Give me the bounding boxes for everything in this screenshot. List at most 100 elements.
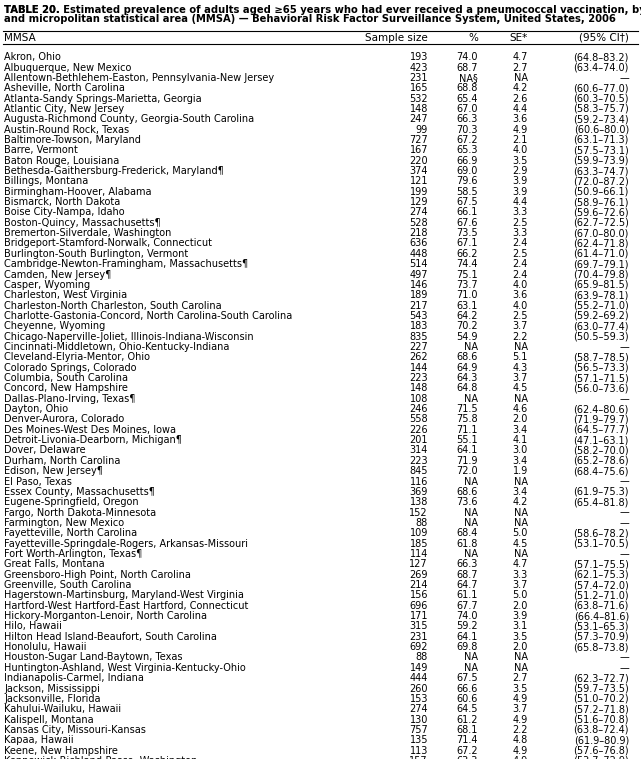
Text: 70.3: 70.3 bbox=[456, 124, 478, 134]
Text: Kansas City, Missouri-Kansas: Kansas City, Missouri-Kansas bbox=[4, 725, 146, 735]
Text: 65.3: 65.3 bbox=[456, 145, 478, 156]
Text: Cambridge-Newton-Framingham, Massachusetts¶: Cambridge-Newton-Framingham, Massachuset… bbox=[4, 259, 248, 269]
Text: (57.2–71.8): (57.2–71.8) bbox=[573, 704, 629, 714]
Text: 3.3: 3.3 bbox=[513, 228, 528, 238]
Text: 3.4: 3.4 bbox=[513, 425, 528, 435]
Text: 167: 167 bbox=[410, 145, 428, 156]
Text: 3.7: 3.7 bbox=[513, 704, 528, 714]
Text: NA: NA bbox=[514, 508, 528, 518]
Text: 3.9: 3.9 bbox=[513, 187, 528, 197]
Text: Jackson, Mississippi: Jackson, Mississippi bbox=[4, 684, 100, 694]
Text: Fayetteville, North Carolina: Fayetteville, North Carolina bbox=[4, 528, 137, 538]
Text: 59.2: 59.2 bbox=[456, 622, 478, 631]
Text: —: — bbox=[619, 342, 629, 352]
Text: Hilton Head Island-Beaufort, South Carolina: Hilton Head Island-Beaufort, South Carol… bbox=[4, 631, 217, 642]
Text: 108: 108 bbox=[410, 394, 428, 404]
Text: 4.9: 4.9 bbox=[513, 714, 528, 725]
Text: (58.3–75.7): (58.3–75.7) bbox=[573, 104, 629, 114]
Text: (57.4–72.0): (57.4–72.0) bbox=[573, 580, 629, 590]
Text: Austin-Round Rock, Texas: Austin-Round Rock, Texas bbox=[4, 124, 129, 134]
Text: 3.7: 3.7 bbox=[513, 373, 528, 383]
Text: 269: 269 bbox=[410, 570, 428, 580]
Text: 231: 231 bbox=[410, 73, 428, 83]
Text: Boston-Quincy, Massachusetts¶: Boston-Quincy, Massachusetts¶ bbox=[4, 218, 161, 228]
Text: (62.3–72.7): (62.3–72.7) bbox=[573, 673, 629, 683]
Text: Huntington-Ashland, West Virginia-Kentucky-Ohio: Huntington-Ashland, West Virginia-Kentuc… bbox=[4, 663, 246, 672]
Text: 2.4: 2.4 bbox=[513, 259, 528, 269]
Text: 3.6: 3.6 bbox=[513, 115, 528, 124]
Text: 88: 88 bbox=[416, 518, 428, 528]
Text: 696: 696 bbox=[410, 600, 428, 611]
Text: 64.2: 64.2 bbox=[456, 311, 478, 321]
Text: 58.5: 58.5 bbox=[456, 187, 478, 197]
Text: 64.7: 64.7 bbox=[456, 580, 478, 590]
Text: 135: 135 bbox=[410, 735, 428, 745]
Text: Honolulu, Hawaii: Honolulu, Hawaii bbox=[4, 642, 87, 652]
Text: 223: 223 bbox=[410, 456, 428, 466]
Text: (70.4–79.8): (70.4–79.8) bbox=[574, 269, 629, 279]
Text: Eugene-Springfield, Oregon: Eugene-Springfield, Oregon bbox=[4, 497, 138, 507]
Text: 2.0: 2.0 bbox=[513, 642, 528, 652]
Text: (53.1–65.3): (53.1–65.3) bbox=[574, 622, 629, 631]
Text: 4.2: 4.2 bbox=[513, 83, 528, 93]
Text: (57.1–75.5): (57.1–75.5) bbox=[573, 559, 629, 569]
Text: Burlington-South Burlington, Vermont: Burlington-South Burlington, Vermont bbox=[4, 249, 188, 259]
Text: 3.5: 3.5 bbox=[513, 156, 528, 165]
Text: Bremerton-Silverdale, Washington: Bremerton-Silverdale, Washington bbox=[4, 228, 171, 238]
Text: —: — bbox=[619, 653, 629, 663]
Text: 727: 727 bbox=[409, 135, 428, 145]
Text: 65.4: 65.4 bbox=[456, 93, 478, 103]
Text: 148: 148 bbox=[410, 383, 428, 393]
Text: (59.7–73.5): (59.7–73.5) bbox=[573, 684, 629, 694]
Text: 68.6: 68.6 bbox=[456, 352, 478, 362]
Text: —: — bbox=[619, 549, 629, 559]
Text: NA: NA bbox=[514, 549, 528, 559]
Text: 64.8: 64.8 bbox=[456, 383, 478, 393]
Text: 99: 99 bbox=[416, 124, 428, 134]
Text: 3.4: 3.4 bbox=[513, 456, 528, 466]
Text: 64.1: 64.1 bbox=[456, 631, 478, 642]
Text: TABLE 20. Estimated prevalence of adults aged ≥65 years who had ever received a : TABLE 20. Estimated prevalence of adults… bbox=[4, 5, 641, 15]
Text: 64.5: 64.5 bbox=[456, 704, 478, 714]
Text: Bridgeport-Stamford-Norwalk, Connecticut: Bridgeport-Stamford-Norwalk, Connecticut bbox=[4, 238, 212, 248]
Text: (62.7–72.5): (62.7–72.5) bbox=[573, 218, 629, 228]
Text: Denver-Aurora, Colorado: Denver-Aurora, Colorado bbox=[4, 414, 124, 424]
Text: 4.9: 4.9 bbox=[513, 756, 528, 759]
Text: 67.6: 67.6 bbox=[456, 218, 478, 228]
Text: 74.0: 74.0 bbox=[456, 611, 478, 621]
Text: —: — bbox=[619, 508, 629, 518]
Text: 2.2: 2.2 bbox=[513, 725, 528, 735]
Text: 2.1: 2.1 bbox=[513, 135, 528, 145]
Text: 61.2: 61.2 bbox=[456, 714, 478, 725]
Text: 68.4: 68.4 bbox=[456, 528, 478, 538]
Text: 558: 558 bbox=[410, 414, 428, 424]
Text: 4.0: 4.0 bbox=[513, 280, 528, 290]
Text: 4.4: 4.4 bbox=[513, 197, 528, 207]
Text: 246: 246 bbox=[410, 404, 428, 414]
Text: 231: 231 bbox=[410, 631, 428, 642]
Text: Essex County, Massachusetts¶: Essex County, Massachusetts¶ bbox=[4, 487, 155, 497]
Text: NA: NA bbox=[514, 518, 528, 528]
Text: 71.1: 71.1 bbox=[456, 425, 478, 435]
Text: 71.9: 71.9 bbox=[456, 456, 478, 466]
Text: 369: 369 bbox=[410, 487, 428, 497]
Text: 116: 116 bbox=[410, 477, 428, 487]
Text: —: — bbox=[619, 477, 629, 487]
Text: 75.8: 75.8 bbox=[456, 414, 478, 424]
Text: 71.4: 71.4 bbox=[456, 735, 478, 745]
Text: 4.3: 4.3 bbox=[513, 363, 528, 373]
Text: 3.9: 3.9 bbox=[513, 611, 528, 621]
Text: NA: NA bbox=[464, 508, 478, 518]
Text: Bethesda-Gaithersburg-Frederick, Maryland¶: Bethesda-Gaithersburg-Frederick, Marylan… bbox=[4, 166, 224, 176]
Text: (58.7–78.5): (58.7–78.5) bbox=[573, 352, 629, 362]
Text: 146: 146 bbox=[410, 280, 428, 290]
Text: 4.2: 4.2 bbox=[513, 497, 528, 507]
Text: 185: 185 bbox=[410, 539, 428, 549]
Text: MMSA: MMSA bbox=[4, 33, 36, 43]
Text: (61.9–75.3): (61.9–75.3) bbox=[574, 487, 629, 497]
Text: NA§: NA§ bbox=[459, 73, 478, 83]
Text: 63.3: 63.3 bbox=[456, 756, 478, 759]
Text: (58.2–70.0): (58.2–70.0) bbox=[574, 446, 629, 455]
Text: 68.8: 68.8 bbox=[456, 83, 478, 93]
Text: (67.0–80.0): (67.0–80.0) bbox=[574, 228, 629, 238]
